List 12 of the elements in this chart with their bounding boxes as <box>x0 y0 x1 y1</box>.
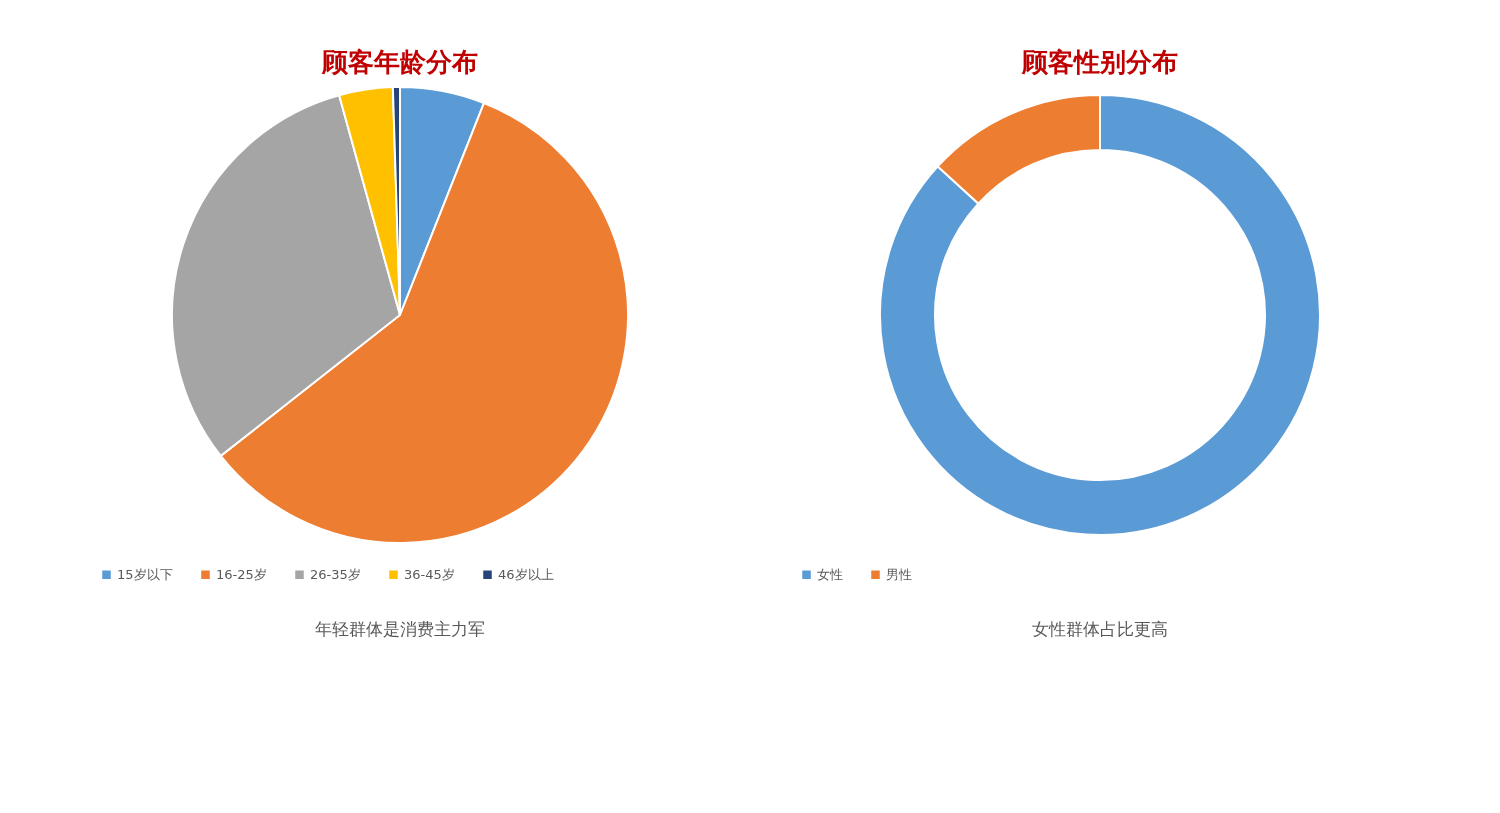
text: 年轻群体是消费主力军 <box>315 619 485 639</box>
legend-label: 36-45岁 <box>404 566 455 582</box>
legend-label: 女性 <box>817 566 843 582</box>
legend-label: 男性 <box>886 566 912 582</box>
legend-label: 46岁以上 <box>498 566 554 582</box>
text: 女性群体占比更高 <box>1032 619 1168 639</box>
chart-title: 顾客年龄分布 <box>321 47 478 77</box>
legend-label: 26-35岁 <box>310 566 361 582</box>
legend-label: 16-25岁 <box>216 566 267 582</box>
donut-slice <box>879 94 1321 536</box>
chart-title: 顾客性别分布 <box>1021 47 1178 77</box>
legend-label: 15岁以下 <box>117 566 173 582</box>
